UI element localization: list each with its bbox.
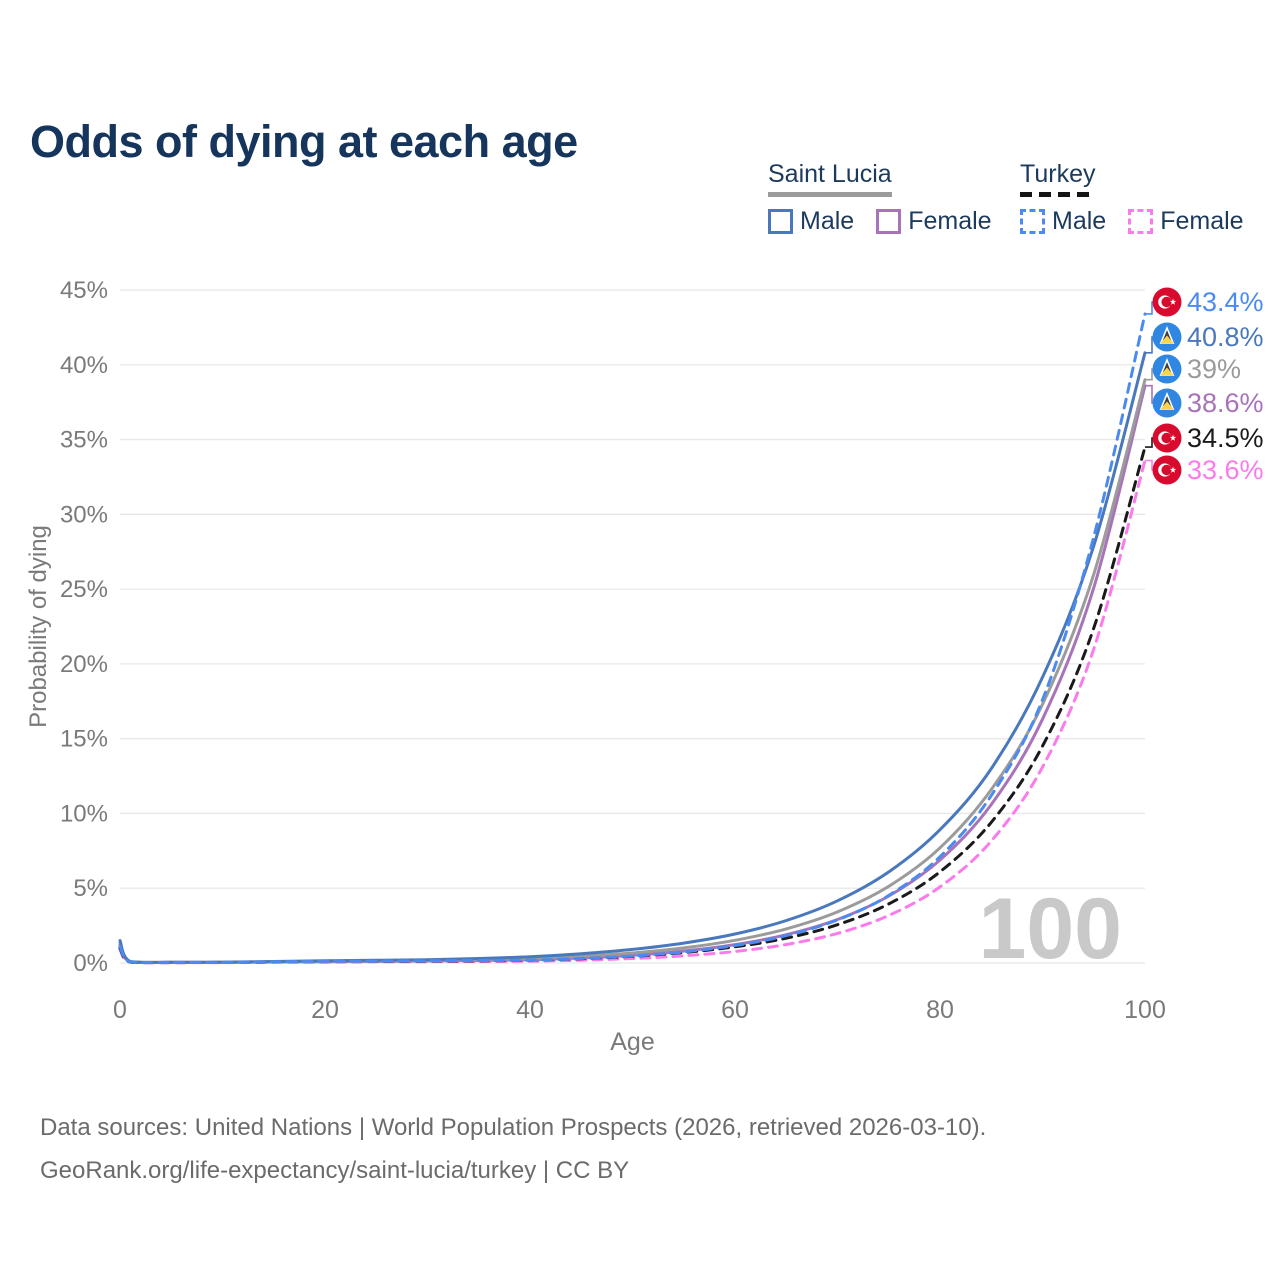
y-tick-label-40: 40%	[60, 352, 108, 379]
y-axis-title: Probability of dying	[25, 525, 52, 728]
end-label-value: 43.4%	[1187, 287, 1264, 317]
legend-item-label: Female	[1160, 207, 1244, 235]
flag-gold-triangle	[1160, 335, 1174, 344]
chart-footer: Data sources: United Nations | World Pop…	[40, 1106, 1240, 1192]
legend-row: Male Female	[768, 207, 1006, 236]
series-line-turkey-male[interactable]	[118, 312, 1147, 965]
legend-country-turkey[interactable]: Turkey	[1020, 160, 1096, 197]
end-label-group-turkey-male[interactable]: 43.4%	[1152, 287, 1264, 317]
end-label-group-saint-lucia-male[interactable]: 40.8%	[1152, 322, 1264, 352]
turkey-line-style-swatch	[1020, 192, 1096, 197]
x-tick-label-100: 100	[1124, 996, 1166, 1024]
end-label-group-saint-lucia-both-sexes[interactable]: 39%	[1152, 354, 1242, 384]
x-tick-label-80: 80	[926, 996, 954, 1024]
y-tick-label-20: 20%	[60, 651, 108, 678]
legend-country-saint-lucia[interactable]: Saint Lucia	[768, 160, 892, 197]
series-line-saint-lucia-male[interactable]	[118, 351, 1147, 964]
y-tick-label-35: 35%	[60, 427, 108, 454]
star-icon	[1169, 466, 1177, 473]
attribution-line: GeoRank.org/life-expectancy/saint-lucia/…	[40, 1157, 630, 1184]
legend-item-label: Male	[800, 207, 855, 235]
y-tick-label-5: 5%	[73, 875, 108, 902]
y-tick-label-0: 0%	[73, 950, 108, 977]
age-watermark: 100	[979, 881, 1123, 977]
x-tick-label-0: 0	[113, 996, 127, 1024]
saint-lucia-line-style-swatch	[768, 192, 892, 197]
legend-item-label: Female	[908, 207, 992, 235]
turkey-male-swatch	[1020, 209, 1045, 234]
end-label-value: 34.5%	[1187, 423, 1264, 453]
y-tick-label-30: 30%	[60, 501, 108, 528]
saint-lucia-female-swatch	[876, 209, 902, 234]
star-icon	[1169, 298, 1177, 305]
legend-item-label: Male	[1052, 207, 1107, 235]
series-line-saint-lucia-female[interactable]	[118, 384, 1147, 965]
end-label-value: 40.8%	[1187, 322, 1264, 352]
x-tick-label-60: 60	[721, 996, 749, 1024]
turkey-female-swatch	[1128, 209, 1154, 234]
x-tick-label-20: 20	[311, 996, 339, 1024]
end-label-value: 33.6%	[1187, 455, 1264, 485]
legend-country-label: Turkey	[1020, 160, 1096, 188]
crescent-cut	[1161, 296, 1172, 308]
crescent-cut	[1161, 432, 1172, 444]
saint-lucia-male-swatch	[768, 209, 793, 234]
series-line-saint-lucia-both-sexes[interactable]	[118, 378, 1147, 964]
page-title: Odds of dying at each age	[30, 116, 578, 168]
y-tick-label-45: 45%	[60, 277, 108, 304]
end-label-value: 39%	[1187, 354, 1241, 384]
y-tick-label-15: 15%	[60, 726, 108, 753]
legend-group-turkey: Turkey Male Female	[1020, 160, 1258, 236]
y-tick-label-10: 10%	[60, 800, 108, 827]
legend-country-label: Saint Lucia	[768, 160, 892, 188]
x-tick-label-40: 40	[516, 996, 544, 1024]
legend-row: Male Female	[1020, 207, 1258, 236]
legend-item-saint-lucia-female[interactable]: Female	[876, 207, 992, 236]
end-label-group-saint-lucia-female[interactable]: 38.6%	[1152, 388, 1264, 418]
star-icon	[1169, 434, 1177, 441]
end-label-group-turkey-both-sexes[interactable]: 34.5%	[1152, 423, 1264, 453]
data-sources-line: Data sources: United Nations | World Pop…	[40, 1114, 987, 1141]
legend-item-turkey-female[interactable]: Female	[1128, 207, 1244, 236]
legend-item-turkey-male[interactable]: Male	[1020, 207, 1106, 236]
flag-gold-triangle	[1160, 367, 1174, 376]
end-label-group-turkey-female[interactable]: 33.6%	[1152, 455, 1264, 485]
crescent-cut	[1161, 464, 1172, 476]
legend-item-saint-lucia-male[interactable]: Male	[768, 207, 854, 236]
x-axis-title: Age	[610, 1028, 654, 1056]
legend-group-saint-lucia: Saint Lucia Male Female	[768, 160, 1006, 236]
end-label-value: 38.6%	[1187, 388, 1264, 418]
y-tick-label-25: 25%	[60, 576, 108, 603]
flag-gold-triangle	[1160, 401, 1174, 410]
